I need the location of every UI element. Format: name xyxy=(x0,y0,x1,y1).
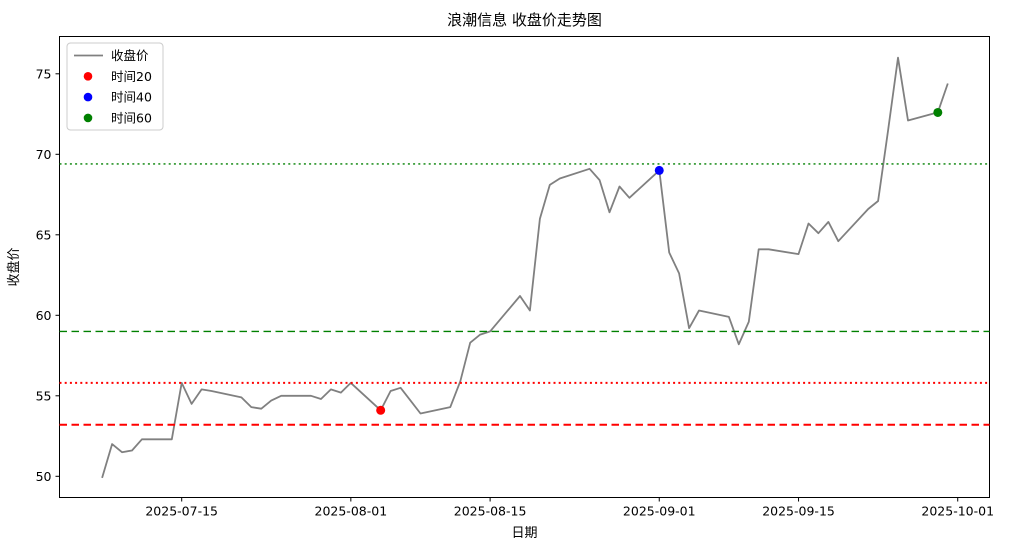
x-axis-label: 日期 xyxy=(511,526,537,541)
legend-dot-sample xyxy=(83,113,93,123)
x-tick-label: 2025-08-01 xyxy=(315,504,388,519)
x-tick-label: 2025-07-15 xyxy=(145,504,218,519)
x-tick-label: 2025-09-15 xyxy=(762,504,835,519)
legend-label: 时间40 xyxy=(111,90,152,105)
legend-label: 时间20 xyxy=(111,69,152,84)
marker-dot xyxy=(654,165,664,175)
reference-lines xyxy=(59,163,990,426)
legend-label: 时间60 xyxy=(111,110,152,125)
time-markers xyxy=(376,107,943,415)
legend-label: 收盘价 xyxy=(111,48,149,63)
chart-title: 浪潮信息 收盘价走势图 xyxy=(447,11,602,29)
x-axis-ticks: 2025-07-15 2025-08-01 2025-08-15 2025-09-01… xyxy=(145,497,994,519)
y-tick-label: 60 xyxy=(36,308,52,323)
x-tick-label: 2025-09-01 xyxy=(623,504,696,519)
y-axis-ticks: 50 55 60 65 70 75 xyxy=(36,66,60,484)
legend-box xyxy=(66,42,164,131)
x-tick-label: 2025-10-01 xyxy=(921,504,994,519)
y-tick-label: 50 xyxy=(36,469,52,484)
plot-area xyxy=(59,36,990,498)
y-axis-label: 收盘价 xyxy=(6,247,22,286)
marker-dot xyxy=(933,107,943,117)
x-tick-label: 2025-08-15 xyxy=(454,504,527,519)
y-tick-label: 75 xyxy=(36,66,52,81)
marker-dot xyxy=(376,405,386,415)
y-tick-label: 65 xyxy=(36,227,52,242)
price-line xyxy=(101,56,949,479)
legend-dot-sample xyxy=(83,92,93,102)
y-tick-label: 70 xyxy=(36,147,52,162)
price-polyline xyxy=(101,56,949,479)
y-tick-label: 55 xyxy=(36,388,52,403)
legend-dot-sample xyxy=(83,72,93,81)
